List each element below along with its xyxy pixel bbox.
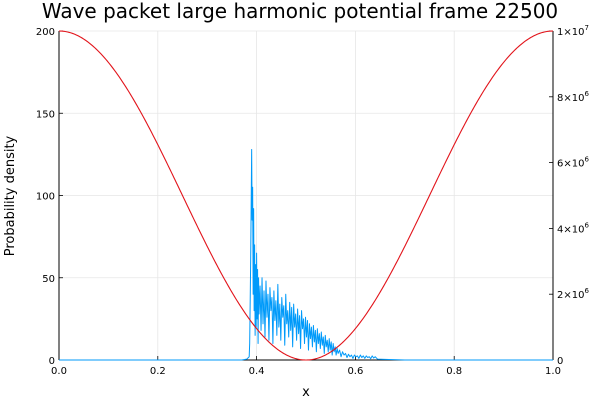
x-tick-label: 1.0 (545, 366, 561, 377)
y2-tick-exponent: 6 (584, 156, 589, 164)
y-tick-label: 150 (36, 109, 55, 120)
y2-tick-exponent: 6 (584, 287, 589, 295)
y-tick-label: 200 (36, 27, 55, 38)
chart-title: Wave packet large harmonic potential fra… (42, 0, 558, 23)
y2-tick-exponent: 6 (584, 221, 589, 229)
y2-tick-label: 1×107 (557, 24, 589, 38)
y2-tick-label: 6×106 (557, 156, 589, 170)
y2-tick-label: 0 (557, 356, 563, 367)
series-group (58, 30, 554, 361)
tick-labels: 0.0 0.2 0.4 0.6 0.8 1.005010015020002×1064×10… (36, 24, 590, 377)
x-tick-label: 0.0 (51, 366, 67, 377)
y-tick-label: 100 (36, 192, 55, 203)
x-tick-label: 0.8 (446, 366, 462, 377)
y-tick-label: 50 (42, 274, 55, 285)
probability-density-curve (59, 148, 553, 361)
y2-tick-exponent: 7 (584, 24, 588, 32)
y2-tick-label: 4×106 (557, 221, 589, 235)
y2-tick-label: 2×106 (557, 287, 589, 301)
y2-tick-exponent: 6 (584, 90, 589, 98)
x-tick-label: 0.6 (347, 366, 363, 377)
grid (58, 30, 554, 361)
y-axis-label: Probability density (3, 135, 18, 256)
x-axis-label: x (302, 385, 310, 400)
y-tick-label: 0 (49, 356, 55, 367)
y2-tick-label: 8×106 (557, 90, 589, 104)
x-tick-label: 0.2 (150, 366, 166, 377)
potential-curve (58, 30, 554, 361)
x-tick-label: 0.4 (249, 366, 265, 377)
